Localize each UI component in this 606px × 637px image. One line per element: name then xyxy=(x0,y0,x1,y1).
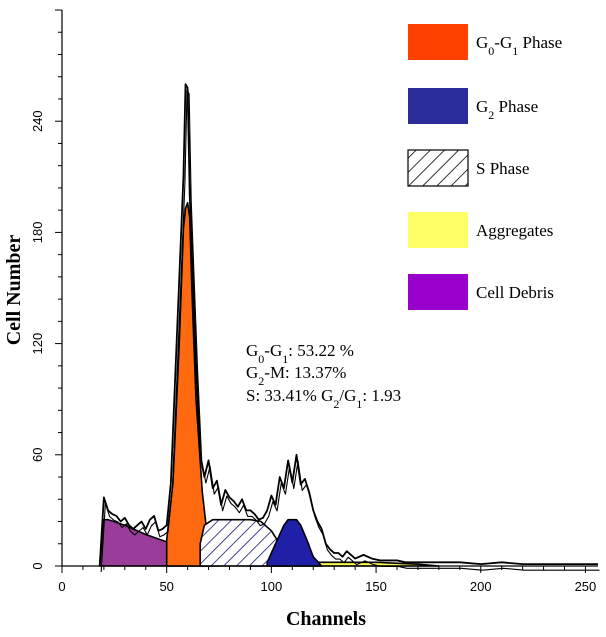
series-area-g0-g1-phase xyxy=(165,201,214,567)
phase-statistics-annotation: G0-G1: 53.22 %G2-M: 13.37%S: 33.41% G2/G… xyxy=(246,341,401,411)
series-area-g2-phase xyxy=(266,518,323,567)
x-tick-label: 50 xyxy=(159,579,173,594)
legend-label-debris: Cell Debris xyxy=(476,283,554,302)
y-tick-label: 120 xyxy=(30,333,45,355)
legend-label-g2: G2 Phase xyxy=(476,97,538,122)
legend-label-g0g1: G0-G1 Phase xyxy=(476,33,562,58)
legend-swatch-s xyxy=(407,149,469,187)
y-tick-label: 240 xyxy=(30,110,45,132)
x-tick-label: 250 xyxy=(575,579,597,594)
stats-line-2: G2-M: 13.37% xyxy=(246,363,346,388)
series-areas xyxy=(98,201,440,567)
legend-swatch-g0g1 xyxy=(408,24,468,60)
x-tick-label: 0 xyxy=(58,579,65,594)
y-tick-label: 60 xyxy=(30,448,45,462)
x-tick-label: 100 xyxy=(261,579,283,594)
y-tick-label: 180 xyxy=(30,222,45,244)
legend-swatch-aggregates xyxy=(408,212,468,248)
x-axis-title: Channels xyxy=(286,608,366,630)
x-tick-label: 150 xyxy=(365,579,387,594)
legend-label-s: S Phase xyxy=(476,159,529,178)
stats-line-3: S: 33.41% G2/G1: 1.93 xyxy=(246,386,401,411)
axes xyxy=(61,10,598,567)
legend: G0-G1 Phase G2 Phase S Phase Aggregates Cell… xyxy=(407,24,562,310)
stats-line-1: G0-G1: 53.22 % xyxy=(246,341,354,366)
x-tick-label: 200 xyxy=(470,579,492,594)
legend-label-aggregates: Aggregates xyxy=(476,221,553,240)
legend-swatch-g2 xyxy=(408,88,468,124)
histogram-line xyxy=(98,83,598,567)
axis-ticks: 0 50 100 150 200 250 0 60 120 180 240 xyxy=(30,9,597,594)
y-axis-title: Cell Number xyxy=(3,235,25,346)
legend-swatch-debris xyxy=(408,274,468,310)
y-tick-label: 0 xyxy=(30,562,45,569)
